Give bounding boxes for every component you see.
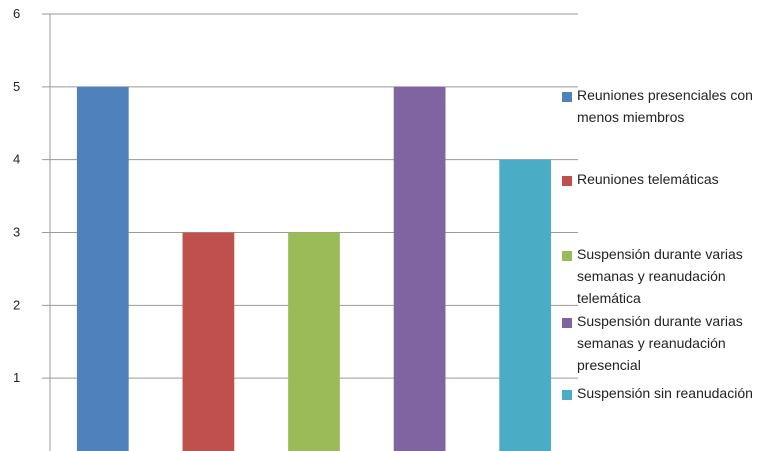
- legend-label-5: Suspensión sin reanudación: [577, 385, 753, 401]
- legend-item-suspension-sin-reanudacion: Suspensión sin reanudación: [562, 385, 777, 404]
- legend-swatch-4: [562, 318, 572, 328]
- legend-item-reuniones-presenciales: Reuniones presenciales con menos miembro…: [562, 87, 777, 128]
- bar-2: [182, 232, 235, 451]
- bar-3: [288, 232, 340, 451]
- legend-item-suspension-reanudacion-presencial: Suspensión durante varias semanas y rean…: [562, 313, 777, 376]
- legend-swatch-2: [562, 176, 572, 186]
- legend-swatch-1: [562, 92, 572, 102]
- bars: [76, 86, 552, 451]
- legend-label-3: Suspensión durante varias semanas y rean…: [577, 246, 743, 306]
- y-tick-label-1: 1: [13, 370, 20, 385]
- legend-swatch-3: [562, 251, 572, 261]
- y-tick-label-5: 5: [13, 79, 20, 94]
- legend-item-reuniones-telematicas: Reuniones telemáticas: [562, 171, 777, 190]
- y-tick-labels: 1 2 3 4 5 6: [13, 6, 20, 385]
- bar-1: [76, 86, 129, 451]
- y-tick-label-6: 6: [13, 6, 20, 21]
- legend-label-2: Reuniones telemáticas: [577, 171, 719, 187]
- y-tick-label-4: 4: [13, 152, 20, 167]
- y-tick-label-2: 2: [13, 297, 20, 312]
- bar-4: [393, 86, 446, 451]
- legend-label-4: Suspensión durante varias semanas y rean…: [577, 313, 743, 373]
- bar-5: [499, 159, 552, 451]
- legend-item-suspension-reanudacion-telematica: Suspensión durante varias semanas y rean…: [562, 246, 777, 309]
- legend-label-1: Reuniones presenciales con menos miembro…: [577, 87, 753, 125]
- legend-swatch-5: [562, 390, 572, 400]
- y-tick-label-3: 3: [13, 225, 20, 240]
